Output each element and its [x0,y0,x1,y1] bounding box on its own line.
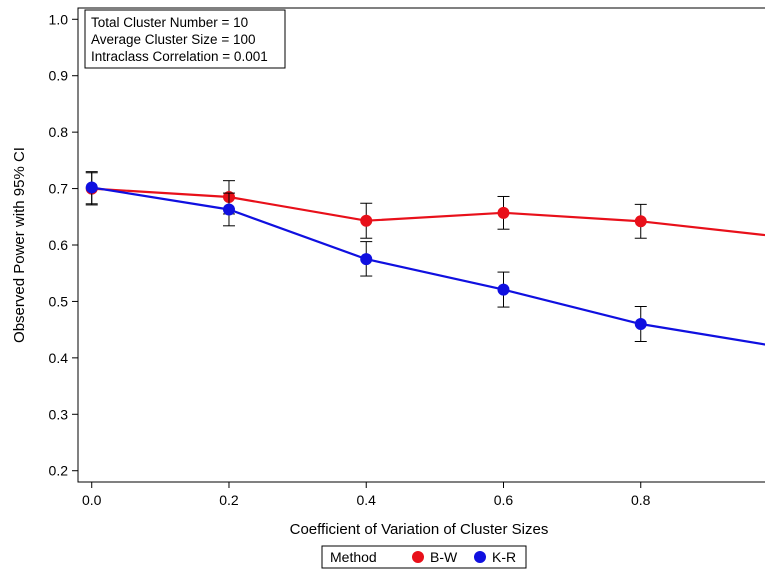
data-point-kr-1 [223,203,235,215]
y-tick-label-1: 0.3 [49,406,69,422]
y-tick-label-4: 0.6 [49,237,69,253]
data-point-bw-3 [497,207,509,219]
series-layer [86,172,765,364]
series-kr [86,172,765,364]
y-tick-label-7: 0.9 [49,68,69,84]
legend-title: Method [330,549,377,565]
legend: Method B-W K-R [322,546,526,568]
y-axis-title: Observed Power with 95% CI [11,147,28,343]
x-tick-label-0: 0.0 [82,492,102,508]
series-line-bw [92,189,765,237]
legend-label-kr: K-R [492,549,516,565]
data-point-kr-2 [360,253,372,265]
y-tick-label-6: 0.8 [49,124,69,140]
series-line-kr [92,187,765,346]
x-axis: 0.00.20.40.60.81.0 [82,482,765,508]
y-tick-label-0: 0.2 [49,463,69,479]
y-tick-label-8: 1.0 [49,11,69,27]
x-tick-label-1: 0.2 [219,492,239,508]
legend-marker-kr [474,551,486,563]
x-tick-label-2: 0.4 [357,492,377,508]
x-axis-title: Coefficient of Variation of Cluster Size… [290,521,549,538]
data-point-bw-4 [635,215,647,227]
data-point-bw-2 [360,215,372,227]
y-tick-label-3: 0.5 [49,293,69,309]
annotation-total-clusters: Total Cluster Number = 10 [91,15,248,30]
plot-area [78,8,765,482]
y-tick-label-5: 0.7 [49,181,69,197]
y-axis: 0.2 0.3 0.4 0.5 0.6 0.7 0.8 0.9 1.0 [49,11,78,478]
annotation-icc: Intraclass Correlation = 0.001 [91,49,268,64]
x-tick-label-4: 0.8 [631,492,651,508]
annotation-box: Total Cluster Number = 10 Average Cluste… [85,10,285,68]
y-tick-label-2: 0.4 [49,350,69,366]
data-point-kr-0 [86,181,98,193]
annotation-cluster-size: Average Cluster Size = 100 [91,32,255,47]
series-bw [86,173,765,254]
legend-marker-bw [412,551,424,563]
data-point-kr-4 [635,318,647,330]
data-point-kr-3 [497,284,509,296]
legend-label-bw: B-W [430,549,458,565]
x-tick-label-3: 0.6 [494,492,514,508]
